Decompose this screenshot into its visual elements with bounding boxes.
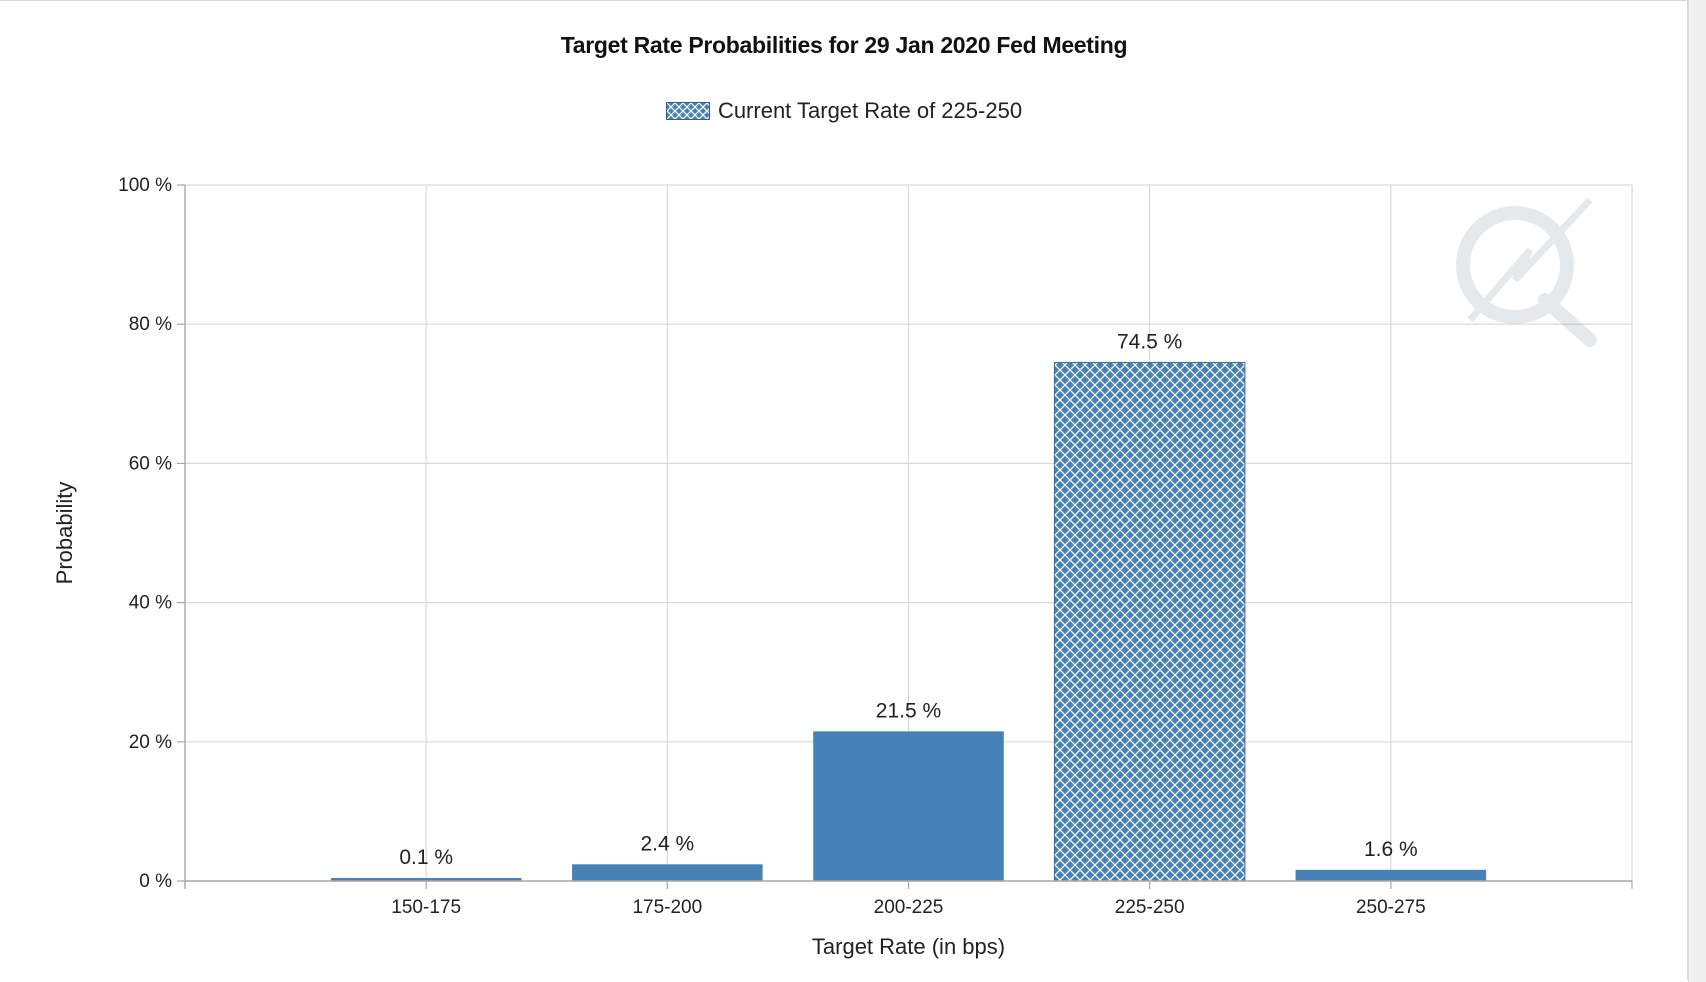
y-tick-label: 40 % xyxy=(129,593,172,614)
x-axis-title: Target Rate (in bps) xyxy=(812,934,1005,959)
data-label-175-200: 2.4 % xyxy=(640,832,694,855)
data-label-225-250: 74.5 % xyxy=(1117,330,1182,353)
y-tick-label: 80 % xyxy=(129,314,172,335)
data-label-250-275: 1.6 % xyxy=(1364,838,1418,861)
x-tick-label-150-175: 150-175 xyxy=(391,897,461,918)
data-label-150-175: 0.1 % xyxy=(399,846,453,869)
bar-175-200 xyxy=(572,864,763,881)
legend: Current Target Rate of 225-250 xyxy=(0,98,1688,124)
logo-watermark-icon xyxy=(1456,197,1597,347)
labels: 0 % 20 % 40 % 60 % 80 % 100 % 0.1 % 150-175 2.4 … xyxy=(118,175,1426,918)
y-axis-title: Probability xyxy=(52,482,77,585)
y-tick-label: 100 % xyxy=(118,175,172,196)
bar-200-225 xyxy=(813,731,1004,881)
chart-title: Target Rate Probabilities for 29 Jan 202… xyxy=(560,32,1128,58)
bar-150-175 xyxy=(330,878,522,881)
y-tick-label: 60 % xyxy=(129,453,172,474)
x-tick-label-225-250: 225-250 xyxy=(1115,897,1185,918)
axes xyxy=(177,184,1633,889)
legend-label: Current Target Rate of 225-250 xyxy=(717,98,1023,123)
bars xyxy=(330,361,1487,882)
x-tick-label-175-200: 175-200 xyxy=(632,897,702,918)
x-tick-label-200-225: 200-225 xyxy=(874,897,944,918)
bar-250-275 xyxy=(1295,869,1487,881)
y-tick-label: 0 % xyxy=(139,871,172,892)
legend-swatch xyxy=(665,102,710,120)
vertical-scrollbar[interactable] xyxy=(1688,0,1706,982)
data-label-200-225: 21.5 % xyxy=(876,699,941,722)
y-tick-label: 20 % xyxy=(129,732,172,753)
x-tick-label-250-275: 250-275 xyxy=(1356,897,1426,918)
bar-225-250 xyxy=(1053,361,1246,882)
